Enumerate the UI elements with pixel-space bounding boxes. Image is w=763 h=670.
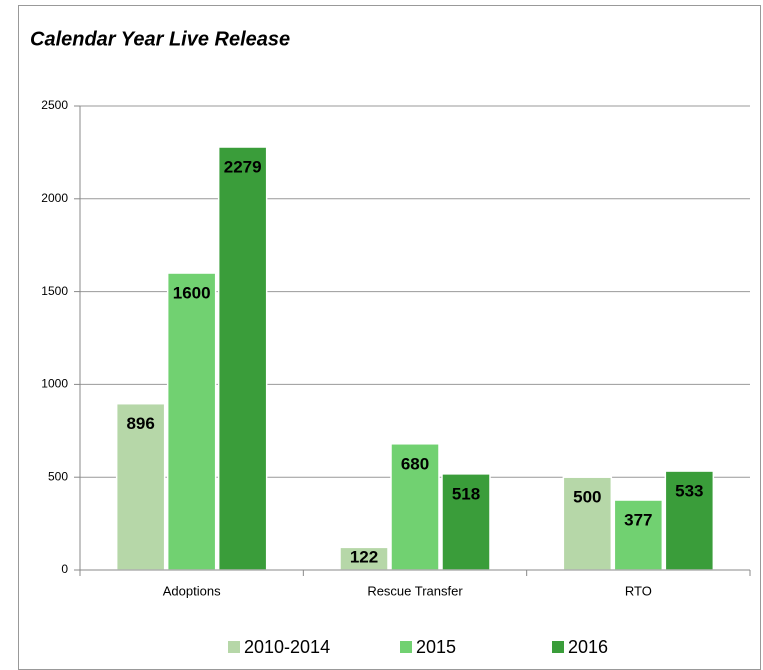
bar xyxy=(441,473,491,571)
data-label: 500 xyxy=(573,488,601,507)
data-label: 122 xyxy=(350,547,378,566)
bar xyxy=(166,272,217,571)
legend-label: 2010-2014 xyxy=(244,637,330,657)
x-tick-label: Adoptions xyxy=(163,583,221,598)
data-label: 680 xyxy=(401,454,429,473)
legend-swatch xyxy=(400,641,412,653)
data-label: 1600 xyxy=(173,284,211,303)
bar xyxy=(115,402,166,571)
x-tick-label: Rescue Transfer xyxy=(367,583,463,598)
data-label: 533 xyxy=(675,482,703,501)
bar xyxy=(562,476,613,571)
y-tick-label: 2500 xyxy=(41,98,68,112)
chart-title: Calendar Year Live Release xyxy=(30,28,290,50)
y-tick-label: 1000 xyxy=(41,377,68,391)
bar xyxy=(664,470,715,571)
data-label: 896 xyxy=(126,414,154,433)
legend-swatch xyxy=(228,641,240,653)
data-label: 2279 xyxy=(224,158,262,177)
y-tick-label: 0 xyxy=(61,562,68,576)
bar xyxy=(217,146,268,571)
y-tick-label: 500 xyxy=(48,469,68,483)
legend-label: 2016 xyxy=(568,637,608,657)
legend-swatch xyxy=(552,641,564,653)
y-tick-label: 2000 xyxy=(41,191,68,205)
y-tick-label: 1500 xyxy=(41,284,68,298)
data-label: 518 xyxy=(452,484,480,503)
legend-label: 2015 xyxy=(416,637,456,657)
data-label: 377 xyxy=(624,511,652,530)
x-tick-label: RTO xyxy=(625,583,652,598)
bar xyxy=(390,443,440,571)
